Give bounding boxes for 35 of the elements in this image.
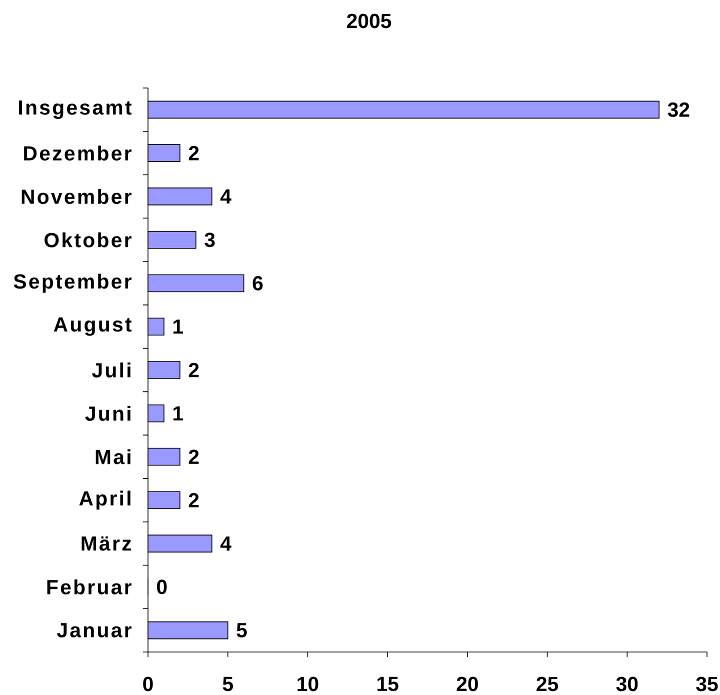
y-tick-label: Insgesamt [19,100,132,119]
data-label: 4 [220,189,232,204]
data-label: 1 [173,320,183,334]
x-tick-label: 0 [143,676,153,692]
y-tick-label: Oktober [44,232,132,248]
data-label: 1 [173,406,183,420]
x-tick-label: 30 [616,676,638,692]
x-tick-label: 10 [298,676,318,692]
data-label: 2 [188,450,199,464]
y-tick-label: September [14,274,132,293]
data-label: 2 [188,362,199,378]
y-tick-label: Juli [92,362,130,378]
x-tick-label: 15 [377,676,398,692]
x-tick-label: 20 [456,676,478,692]
data-label: 2 [188,493,199,508]
x-tick-label: 5 [222,676,233,692]
y-tick-label: Januar [56,623,132,638]
data-label: 5 [236,623,247,638]
y-tick-label: Februar [47,579,132,594]
data-label: 0 [157,580,167,594]
y-tick-label: April [79,490,130,510]
x-tick-label: 35 [696,676,718,692]
y-tick-label: Juni [85,406,130,421]
y-tick-label: August [54,317,132,336]
data-label: 3 [204,232,215,248]
data-label: 4 [220,536,232,551]
x-tick-label: 25 [536,676,558,692]
y-tick-label: November [22,188,132,204]
y-tick-label: Mai [96,449,130,464]
data-label: 6 [252,276,263,290]
y-tick-label: Dezember [24,146,132,161]
data-label: 2 [188,146,199,160]
chart-title: 2005 [346,14,392,28]
data-label: 32 [668,102,690,117]
y-tick-label: März [82,536,132,551]
